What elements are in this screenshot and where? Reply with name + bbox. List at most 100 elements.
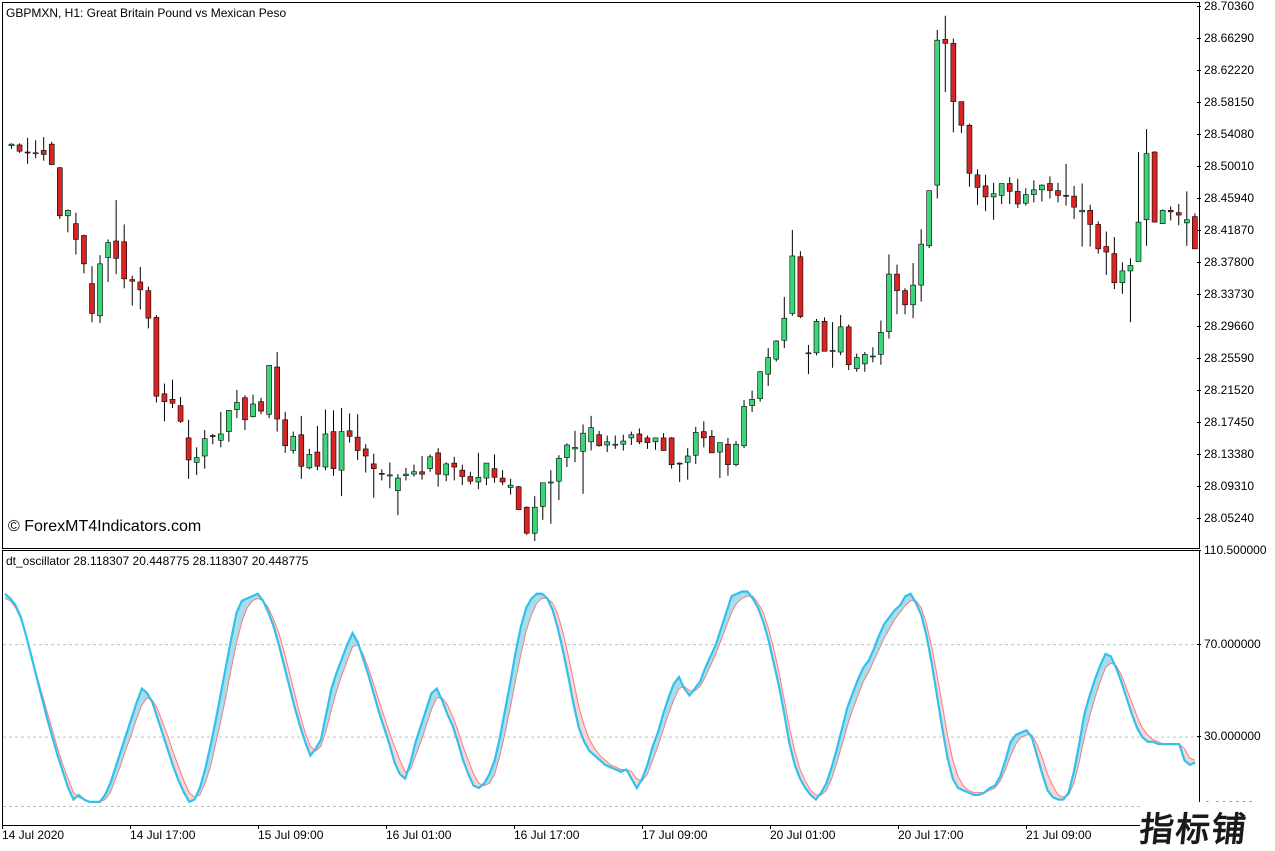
candle[interactable] [612,435,619,449]
candle[interactable] [837,315,844,356]
candle[interactable] [459,464,466,486]
candle[interactable] [153,315,160,403]
candle[interactable] [1135,152,1142,262]
candle[interactable] [1063,163,1069,206]
candle[interactable] [1159,209,1166,224]
candle[interactable] [918,229,924,302]
candlestick-chart[interactable] [3,3,1199,548]
candle[interactable] [1006,177,1013,204]
candle[interactable] [572,430,578,463]
candle[interactable] [902,288,908,315]
candle[interactable] [741,400,747,449]
oscillator-pane[interactable] [2,550,1200,826]
candle[interactable] [1047,176,1053,199]
candle[interactable] [113,200,119,275]
candle[interactable] [620,434,627,451]
candle[interactable] [950,38,957,133]
candle[interactable] [1192,213,1198,250]
candle[interactable] [346,413,353,443]
candle[interactable] [137,266,144,310]
candle[interactable] [258,397,264,415]
candle[interactable] [81,234,87,274]
candle[interactable] [910,263,916,319]
candle[interactable] [387,462,393,489]
candle[interactable] [1175,203,1182,226]
candle[interactable] [870,347,876,363]
candle[interactable] [290,431,297,454]
candle[interactable] [564,443,570,468]
candle[interactable] [1087,204,1093,247]
candle[interactable] [1143,129,1150,246]
candle[interactable] [652,437,659,450]
candle[interactable] [8,143,15,149]
candle[interactable] [717,442,723,479]
candle[interactable] [467,471,474,485]
candle[interactable] [1079,183,1085,247]
candle[interactable] [322,409,329,471]
price-chart-pane[interactable] [2,2,1200,549]
candle[interactable] [958,101,965,134]
candle[interactable] [411,464,417,477]
candle[interactable] [65,209,71,233]
candle[interactable] [1039,184,1045,202]
candle[interactable] [829,322,836,368]
candle[interactable] [861,352,868,372]
candle[interactable] [805,344,812,375]
candle[interactable] [362,444,369,473]
candle[interactable] [934,29,941,199]
candle[interactable] [1071,185,1077,219]
candle[interactable] [845,324,852,371]
candle[interactable] [926,190,933,249]
candle[interactable] [97,255,103,323]
candle[interactable] [378,469,385,481]
candle[interactable] [628,431,635,445]
candle[interactable] [234,389,240,419]
candle[interactable] [354,414,361,460]
candle[interactable] [982,174,989,212]
candle[interactable] [129,275,136,306]
candle[interactable] [298,415,305,479]
candle[interactable] [757,370,763,402]
candle[interactable] [177,396,184,423]
candle[interactable] [499,470,506,486]
candle[interactable] [684,448,691,480]
candle[interactable] [1167,206,1174,221]
candle[interactable] [282,411,289,453]
candle[interactable] [725,437,731,476]
candle[interactable] [56,166,63,219]
candle[interactable] [306,448,313,470]
candle[interactable] [1111,237,1118,290]
candle[interactable] [733,441,739,467]
candle[interactable] [797,251,804,319]
candle[interactable] [749,390,755,412]
candle[interactable] [419,456,425,480]
candle[interactable] [201,430,208,469]
candle[interactable] [604,435,611,453]
candle[interactable] [676,462,683,483]
candle[interactable] [580,424,586,494]
candle[interactable] [636,428,643,445]
candle[interactable] [531,496,538,542]
candle[interactable] [515,485,522,510]
candle[interactable] [395,474,401,516]
candle[interactable] [781,296,788,349]
candle[interactable] [475,452,482,490]
candle[interactable] [89,266,95,323]
candle[interactable] [242,395,248,431]
candle[interactable] [226,410,232,442]
candle[interactable] [185,419,192,479]
candle[interactable] [660,433,667,451]
candle[interactable] [596,430,602,447]
candle[interactable] [539,482,546,520]
candle[interactable] [966,123,973,187]
candle[interactable] [700,421,707,448]
candle[interactable] [193,447,200,475]
candle[interactable] [338,407,345,497]
candle[interactable] [209,433,216,445]
candle[interactable] [1127,258,1134,323]
candle[interactable] [314,426,321,471]
candle[interactable] [548,470,554,524]
candle[interactable] [218,411,224,448]
candle[interactable] [451,456,458,481]
candle[interactable] [1103,231,1110,275]
